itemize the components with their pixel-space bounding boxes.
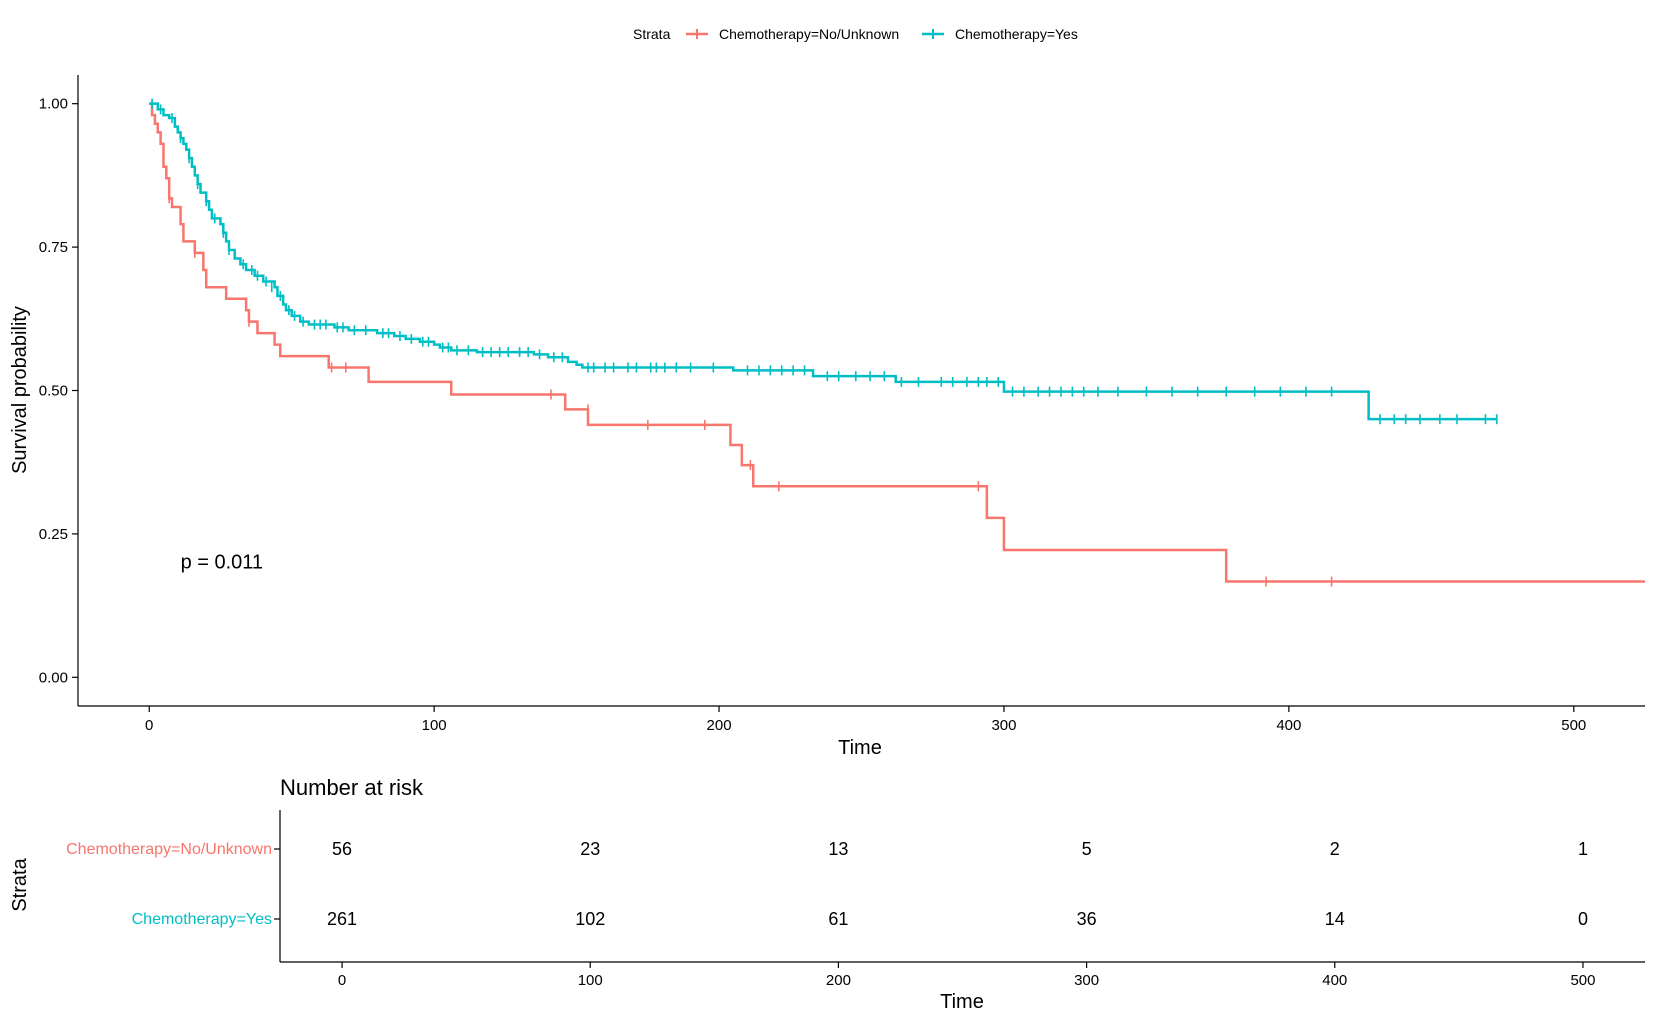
y-tick-label: 0.75 (39, 239, 68, 256)
risk-count-yes: 261 (327, 909, 357, 929)
x-axis-title: Time (838, 737, 882, 759)
survival-plot: 0 100 200 300 400 500 0.00 0.25 0.50 0.75 1.00 p =… (9, 75, 1645, 759)
risk-x-tick-label: 0 (338, 972, 346, 989)
risk-x-tick-label: 300 (1074, 972, 1099, 989)
survival-curve-yes (149, 102, 1497, 421)
risk-x-tick-label: 100 (578, 972, 603, 989)
legend-title: Strata (633, 26, 671, 42)
risk-row-label-no-unknown: Chemotherapy=No/Unknown (66, 841, 272, 858)
risk-x-tick-label: 200 (826, 972, 851, 989)
y-axis-title: Survival probability (9, 306, 31, 474)
risk-x-tick-label: 500 (1570, 972, 1595, 989)
y-tick-label: 0.00 (39, 669, 68, 686)
x-tick-label: 0 (145, 717, 153, 734)
y-tick-label: 0.50 (39, 383, 68, 400)
risk-count-yes: 0 (1578, 909, 1588, 929)
x-tick-label: 200 (707, 717, 732, 734)
risk-count-no-unknown: 13 (828, 839, 848, 859)
x-tick-label: 400 (1276, 717, 1301, 734)
risk-y-axis-title: Strata (9, 857, 31, 911)
risk-table-title: Number at risk (280, 775, 424, 800)
x-tick-label: 500 (1561, 717, 1586, 734)
risk-count-no-unknown: 56 (332, 839, 352, 859)
y-tick-label: 0.25 (39, 526, 68, 543)
legend-label-yes: Chemotherapy=Yes (955, 26, 1078, 42)
y-tick-label: 1.00 (39, 96, 68, 113)
risk-x-axis-title: Time (940, 991, 984, 1011)
legend-label-no-unknown: Chemotherapy=No/Unknown (719, 26, 899, 42)
legend-entry-no-unknown: Chemotherapy=No/Unknown (686, 26, 899, 42)
risk-count-no-unknown: 2 (1330, 839, 1340, 859)
survival-curve-no-unknown (149, 102, 1645, 583)
x-tick-label: 100 (422, 717, 447, 734)
risk-count-yes: 14 (1325, 909, 1345, 929)
risk-table-content: Chemotherapy=No/Unknown 56 23 13 5 2 1 Chemothe… (66, 839, 1595, 989)
legend: Strata Chemotherapy=No/Unknown Chemother… (633, 26, 1078, 42)
risk-count-no-unknown: 5 (1082, 839, 1092, 859)
risk-count-no-unknown: 1 (1578, 839, 1588, 859)
risk-row-label-yes: Chemotherapy=Yes (132, 911, 272, 928)
survival-series (149, 98, 1645, 587)
risk-count-yes: 61 (828, 909, 848, 929)
risk-count-no-unknown: 23 (580, 839, 600, 859)
risk-count-yes: 102 (575, 909, 605, 929)
x-tick-label: 300 (991, 717, 1016, 734)
risk-x-tick-label: 400 (1322, 972, 1347, 989)
p-value-annotation: p = 0.011 (181, 551, 263, 573)
legend-entry-yes: Chemotherapy=Yes (922, 26, 1078, 42)
risk-table: Number at risk Chemotherapy=No/Unknown 56… (9, 775, 1645, 1013)
main-axes: 0 100 200 300 400 500 0.00 0.25 0.50 0.75 1.00 (39, 75, 1645, 734)
risk-count-yes: 36 (1077, 909, 1097, 929)
